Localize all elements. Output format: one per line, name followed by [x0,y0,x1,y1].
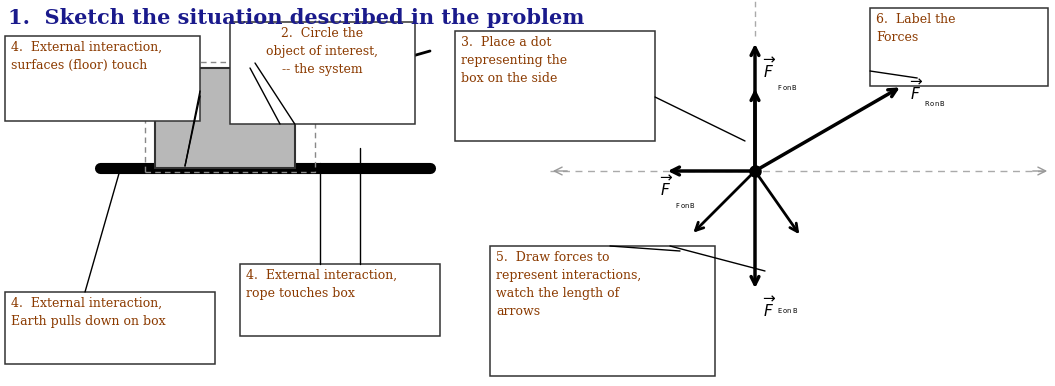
Bar [145,62,315,172]
Text: 2.  Circle the
object of interest,
-- the system: 2. Circle the object of interest, -- the… [267,27,379,76]
Text: 4.  External interaction,
Earth pulls down on box: 4. External interaction, Earth pulls dow… [11,297,166,328]
Text: 4.  External interaction,
rope touches box: 4. External interaction, rope touches bo… [246,269,397,300]
Text: $\overrightarrow{F}$: $\overrightarrow{F}$ [910,79,923,103]
Bar [155,68,295,168]
Text: 6.  Label the
Forces: 6. Label the Forces [876,13,956,44]
Text: 4.  External interaction,
surfaces (floor) touch: 4. External interaction, surfaces (floor… [11,41,162,72]
Text: 1.  Sketch the situation described in the problem: 1. Sketch the situation described in the… [8,8,584,28]
Text: $\mathregular{_{F\,on\,B}}$: $\mathregular{_{F\,on\,B}}$ [776,83,798,93]
Text: $\overrightarrow{F}$: $\overrightarrow{F}$ [660,175,673,199]
Text: $\mathregular{_{E\,on\,B}}$: $\mathregular{_{E\,on\,B}}$ [776,306,799,316]
Bar [5,292,215,364]
Bar [490,246,715,376]
Text: $\overrightarrow{F}$: $\overrightarrow{F}$ [763,57,776,81]
Text: $\mathregular{_{F\,on\,B}}$: $\mathregular{_{F\,on\,B}}$ [675,201,696,211]
Bar [239,264,440,336]
Bar [230,22,415,124]
Bar [455,31,655,141]
Bar [870,8,1048,86]
Bar [5,36,200,121]
Text: 5.  Draw forces to
represent interactions,
watch the length of
arrows: 5. Draw forces to represent interactions… [496,251,641,318]
Text: $\overrightarrow{F}$: $\overrightarrow{F}$ [763,296,776,320]
Text: 3.  Place a dot
representing the
box on the side: 3. Place a dot representing the box on t… [461,36,568,85]
Text: $\mathregular{_{R\,on\,B}}$: $\mathregular{_{R\,on\,B}}$ [924,99,946,109]
